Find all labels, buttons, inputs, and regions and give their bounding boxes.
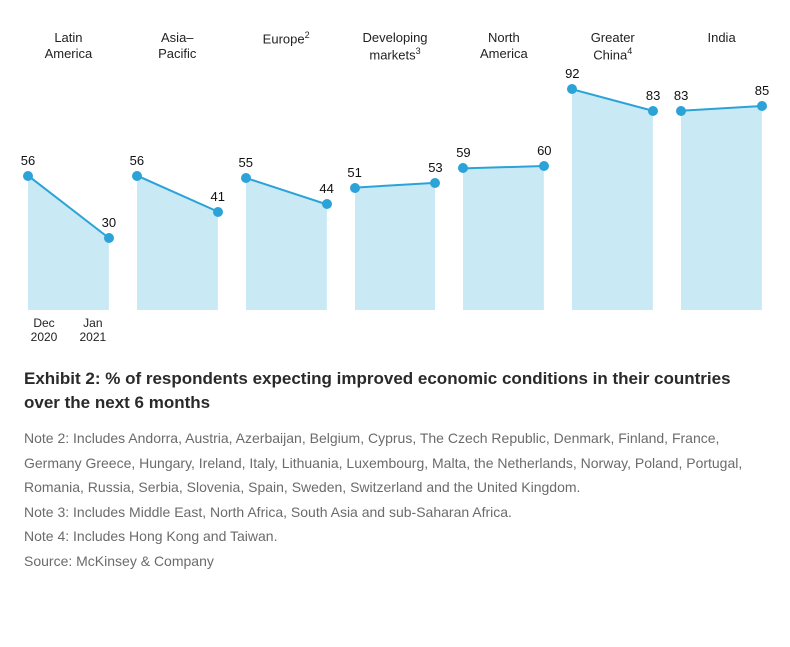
data-point	[213, 207, 223, 217]
value-label: 53	[428, 160, 442, 179]
value-label: 51	[347, 165, 361, 184]
value-label: 56	[130, 153, 144, 172]
value-label: 92	[565, 66, 579, 85]
chart-group: Europe2 55 44	[238, 30, 335, 344]
area-fill	[246, 70, 327, 310]
data-point	[676, 106, 686, 116]
group-plot: 56 30	[20, 70, 117, 310]
group-plot: 59 60	[455, 70, 552, 310]
group-plot: 55 44	[238, 70, 335, 310]
group-label: Europe2	[263, 30, 310, 64]
value-label: 55	[238, 155, 252, 174]
group-label: LatinAmerica	[45, 30, 93, 64]
data-point	[539, 161, 549, 171]
chart-group: Asia–Pacific 56 41	[129, 30, 226, 344]
area-fill	[572, 70, 653, 310]
expectations-chart: LatinAmerica 56 30 Dec2020Jan2021 Asia–Pacif…	[20, 20, 770, 351]
data-point	[757, 101, 767, 111]
chart-group: NorthAmerica 59 60	[455, 30, 552, 344]
chart-group: India 83 85	[673, 30, 770, 344]
data-point	[322, 199, 332, 209]
value-label: 41	[210, 189, 224, 208]
value-label: 85	[755, 83, 769, 102]
data-point	[23, 171, 33, 181]
data-point	[241, 173, 251, 183]
group-plot: 51 53	[347, 70, 444, 310]
group-label: India	[707, 30, 735, 64]
group-label: NorthAmerica	[480, 30, 528, 64]
value-label: 30	[102, 215, 116, 234]
data-point	[350, 183, 360, 193]
data-point	[458, 163, 468, 173]
data-point	[648, 106, 658, 116]
exhibit-title: Exhibit 2: % of respondents expecting im…	[24, 367, 766, 416]
x-axis-labels: Dec2020Jan2021	[20, 310, 117, 345]
data-point	[104, 233, 114, 243]
group-label: Asia–Pacific	[158, 30, 196, 64]
footnote: Note 3: Includes Middle East, North Afri…	[24, 500, 766, 525]
data-point	[430, 178, 440, 188]
value-label: 60	[537, 143, 551, 162]
value-label: 44	[319, 181, 333, 200]
area-fill	[681, 70, 762, 310]
data-point	[567, 84, 577, 94]
data-point	[132, 171, 142, 181]
footnote: Note 2: Includes Andorra, Austria, Azerb…	[24, 426, 766, 500]
group-label: GreaterChina4	[591, 30, 635, 64]
group-plot: 56 41	[129, 70, 226, 310]
value-label: 59	[456, 145, 470, 164]
value-label: 83	[646, 88, 660, 107]
group-plot: 9283	[564, 70, 661, 310]
area-fill	[28, 70, 109, 310]
value-label: 56	[21, 153, 35, 172]
chart-group: LatinAmerica 56 30 Dec2020Jan2021	[20, 30, 117, 345]
chart-group: Developingmarkets3 51 53	[347, 30, 444, 344]
footnote: Note 4: Includes Hong Kong and Taiwan.	[24, 524, 766, 549]
group-label: Developingmarkets3	[362, 30, 427, 64]
area-fill	[463, 70, 544, 310]
area-fill	[137, 70, 218, 310]
group-plot: 83 85	[673, 70, 770, 310]
source-line: Source: McKinsey & Company	[24, 549, 766, 574]
caption-block: Exhibit 2: % of respondents expecting im…	[20, 351, 770, 573]
chart-group: GreaterChina49283	[564, 30, 661, 344]
area-fill	[355, 70, 436, 310]
value-label: 83	[674, 88, 688, 107]
